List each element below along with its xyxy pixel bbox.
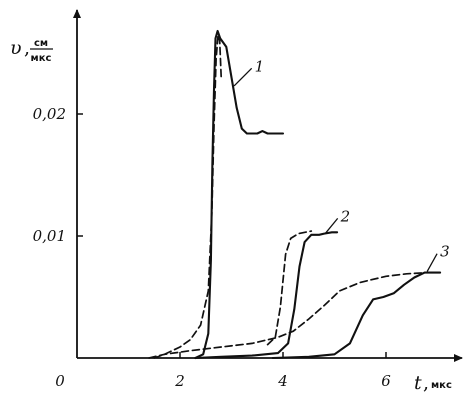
series-3-solid-line — [271, 271, 442, 360]
y-axis-symbol: υ — [10, 37, 22, 59]
x-axis-label: t , мкс — [414, 372, 452, 394]
series-1-dashed-line — [153, 33, 223, 359]
series-1-solid-line — [194, 29, 285, 360]
series-2-solid-line — [194, 231, 339, 360]
y-unit-denominator: мкс — [31, 53, 52, 64]
series-2-label: 2 — [340, 207, 351, 225]
series-1-leader-line — [233, 67, 253, 87]
curve-labels: 1 2 3 — [233, 57, 450, 272]
series-3-dashed-line — [148, 271, 429, 359]
series-2-leader-line — [324, 217, 339, 234]
y-tick-label: 0,01 — [33, 227, 66, 245]
x-axis-symbol: t — [414, 372, 422, 394]
series-3-label: 3 — [440, 243, 450, 261]
series-1-label: 1 — [255, 57, 265, 75]
y-tick-label: 0,02 — [33, 105, 66, 123]
x-axis-unit: мкс — [431, 380, 452, 391]
y-axis-label: υ , см мкс — [10, 37, 53, 64]
ticks: 2 4 6 0,01 0,02 — [33, 105, 392, 390]
x-tick-label: 6 — [381, 372, 391, 390]
series-3-leader-line — [426, 253, 438, 272]
axes — [73, 9, 463, 362]
origin-label: 0 — [55, 372, 65, 390]
x-tick-label: 4 — [277, 372, 288, 390]
y-axis-comma: , — [24, 37, 30, 59]
y-unit-numerator: см — [34, 38, 48, 49]
x-axis-comma: , — [423, 372, 429, 394]
series-2-dashed-line — [266, 230, 313, 346]
curves — [148, 29, 442, 360]
x-tick-label: 2 — [174, 372, 185, 390]
